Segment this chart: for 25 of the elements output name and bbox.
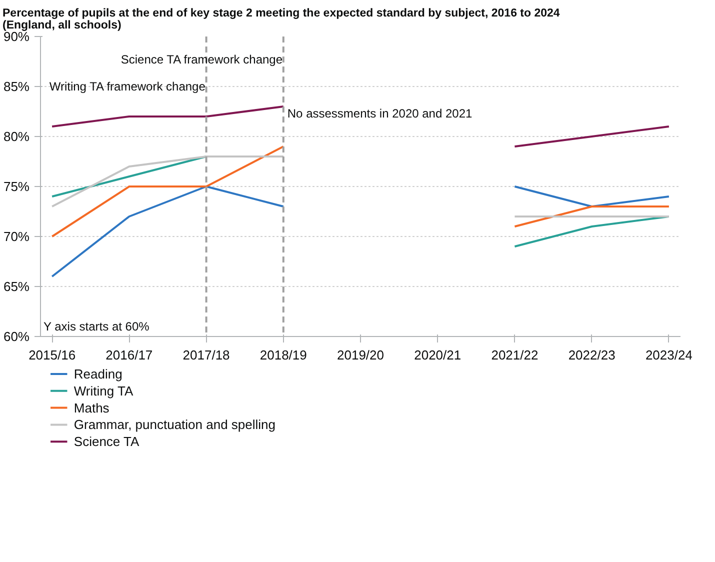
legend-label: Maths [74, 400, 110, 416]
legend-label: Science TA [74, 434, 140, 450]
x-tick-label: 2016/17 [106, 348, 153, 362]
annotation: No assessments in 2020 and 2021 [287, 106, 473, 120]
annotation: Y axis starts at 60% [44, 320, 150, 334]
legend-label: Reading [74, 366, 122, 382]
chart-title: Percentage of pupils at the end of key stage 2 meeting the expected standard by subject, 2016 to 2024 (England, all schools) [2, 8, 560, 32]
x-tick-label: 2015/16 [28, 348, 76, 362]
x-tick-label: 2017/18 [182, 348, 230, 362]
y-tick-label: 85% [3, 79, 30, 94]
y-tick-label: 75% [3, 179, 30, 194]
x-tick-label: 2022/23 [568, 348, 616, 362]
x-tick-label: 2021/22 [491, 348, 538, 362]
y-tick-label: 65% [3, 279, 30, 294]
y-tick-label: 80% [3, 129, 30, 144]
y-tick-label: 60% [3, 329, 30, 344]
x-tick-label: 2023/24 [645, 348, 692, 362]
x-tick-label: 2020/21 [414, 348, 462, 362]
y-tick-label: 70% [3, 229, 30, 244]
legend-label: Writing TA [74, 383, 134, 398]
ref-line-label: Writing TA framework change [49, 80, 206, 94]
x-tick-label: 2019/20 [337, 348, 384, 362]
x-tick-label: 2018/19 [260, 348, 307, 362]
legend-label: Grammar, punctuation and spelling [74, 417, 276, 432]
ref-line-label: Science TA framework change [120, 52, 283, 66]
